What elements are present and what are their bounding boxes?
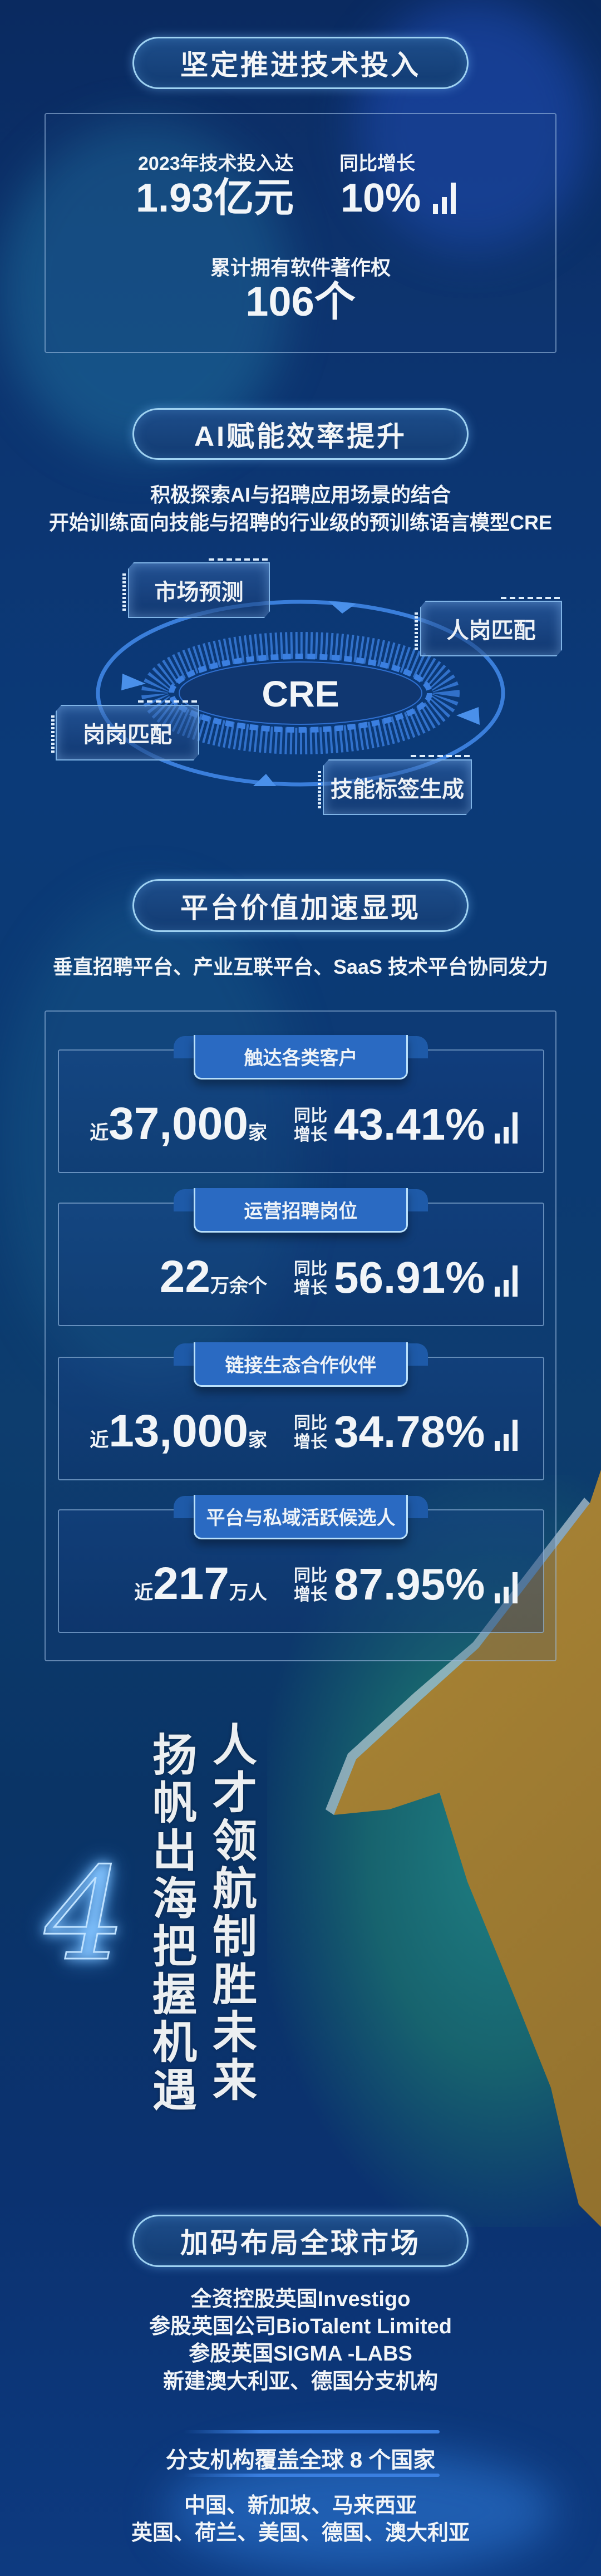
tech-stats-box <box>45 113 556 353</box>
orbit-arrow-icon <box>456 707 480 725</box>
value-prefix: 近 <box>134 1582 154 1603</box>
node-marker <box>51 715 55 754</box>
node-person-job-match: 人岗匹配 <box>420 601 562 656</box>
global-line-3: 参股英国SIGMA -LABS <box>189 2342 412 2366</box>
card-tab-candidates: 平台与私域活跃候选人 <box>194 1495 408 1539</box>
card-values-customers: 近37,000家 同比 增长 43.41% <box>58 1100 544 1152</box>
node-marker <box>318 771 321 810</box>
node-dash <box>411 755 472 757</box>
global-line-2: 参股英国公司BioTalent Limited <box>149 2315 452 2338</box>
tick-ring <box>141 632 460 754</box>
background-globe-glow <box>167 2450 556 2572</box>
section-title-global: 加码布局全球市场 <box>132 2215 469 2267</box>
ai-subtitle-1: 积极探索AI与招聘应用场景的结合 <box>150 483 451 506</box>
value-number: 37,000 <box>109 1098 248 1149</box>
node-market-forecast: 市场预测 <box>128 562 270 618</box>
section-number-four: 4 <box>44 1841 127 1989</box>
value-unit: 万余个 <box>210 1275 267 1297</box>
copyright-label: 累计拥有软件著作权 <box>210 256 391 279</box>
value-number: 13,000 <box>109 1406 248 1456</box>
growth-percent: 43.41% <box>334 1100 485 1149</box>
value-prefix: 近 <box>90 1430 109 1451</box>
growth-percent: 87.95% <box>334 1559 485 1609</box>
coverage-heading: 分支机构覆盖全球 8 个国家 <box>165 2448 436 2472</box>
node-dash <box>501 597 562 599</box>
growth-value: 10% <box>341 176 421 220</box>
divider-top <box>184 2430 440 2433</box>
node-dash <box>209 558 270 561</box>
orbit-arrow-icon <box>121 674 146 690</box>
value-number: 217 <box>153 1558 229 1609</box>
section-title-tech: 坚定推进技术投入 <box>132 37 469 89</box>
value-number: 22 <box>159 1252 210 1302</box>
bar-chart-icon <box>495 1571 518 1603</box>
bar-chart-icon <box>433 181 456 214</box>
invest-value: 1.93亿元 <box>136 176 294 220</box>
platform-subtitle: 垂直招聘平台、产业互联平台、SaaS 技术平台协同发力 <box>52 955 549 978</box>
growth-label: 同比增长 <box>339 153 415 174</box>
orbit-arrow-icon <box>253 774 276 786</box>
countries-line-1: 中国、新加坡、马来西亚 <box>184 2494 417 2518</box>
card-tab-partners: 链接生态合作伙伴 <box>194 1342 408 1387</box>
invest-label: 2023年技术投入达 <box>138 153 294 174</box>
platform-stats-box <box>45 1010 556 1661</box>
growth-percent: 34.78% <box>334 1407 485 1456</box>
value-unit: 万人 <box>229 1582 267 1603</box>
yoy-label: 同比 增长 <box>294 1260 327 1297</box>
cre-center-label: CRE <box>262 673 339 714</box>
growth-percent: 56.91% <box>334 1253 485 1302</box>
growth-row: 10% <box>341 176 456 220</box>
yoy-label: 同比 增长 <box>294 1414 327 1451</box>
background-digits-glow <box>0 122 289 457</box>
card-tab-customers: 触达各类客户 <box>194 1035 408 1080</box>
inner-dash-ring <box>169 654 432 733</box>
orbit-arrow-icon <box>328 601 356 614</box>
node-job-job-match: 岗岗匹配 <box>56 705 199 760</box>
card-values-candidates: 近217万人 同比 增长 87.95% <box>58 1559 544 1612</box>
global-line-1: 全资控股英国Investigo <box>190 2288 411 2311</box>
yoy-label: 同比 增长 <box>294 1107 327 1144</box>
background-sea-glow <box>0 891 300 1392</box>
card-values-partners: 近13,000家 同比 增长 34.78% <box>58 1407 544 1460</box>
yoy-label: 同比 增长 <box>294 1567 327 1604</box>
bar-chart-icon <box>495 1111 518 1144</box>
slogan-column-left: 扬帆出海把握机遇 <box>145 1731 198 2114</box>
value-unit: 家 <box>248 1122 267 1144</box>
outer-orbit <box>96 600 505 787</box>
bar-chart-icon <box>495 1419 518 1451</box>
bar-chart-icon <box>495 1264 518 1297</box>
node-skill-tag-generation: 技能标签生成 <box>323 759 472 815</box>
node-dash <box>138 700 199 703</box>
ai-subtitle-2: 开始训练面向技能与招聘的行业级的预训练语言模型CRE <box>48 511 552 534</box>
slogan-column-right: 人才领航制胜未来 <box>205 1721 258 2104</box>
section-title-platform: 平台价值加速显现 <box>132 879 469 932</box>
node-marker <box>415 612 418 651</box>
section-title-ai: AI赋能效率提升 <box>132 408 469 460</box>
card-tab-job-posts: 运营招聘岗位 <box>194 1188 408 1233</box>
copyright-value: 106个 <box>245 278 356 325</box>
global-line-4: 新建澳大利亚、德国分支机构 <box>162 2370 438 2393</box>
cre-ring-diagram <box>96 600 505 787</box>
divider-bottom <box>184 2474 440 2477</box>
node-marker <box>122 573 126 612</box>
core-ellipse <box>179 661 422 725</box>
countries-line-2: 英国、荷兰、美国、德国、澳大利亚 <box>131 2521 470 2545</box>
value-prefix: 近 <box>90 1122 109 1144</box>
value-unit: 家 <box>248 1430 267 1451</box>
card-values-job-posts: 22万余个 同比 增长 56.91% <box>58 1252 544 1306</box>
